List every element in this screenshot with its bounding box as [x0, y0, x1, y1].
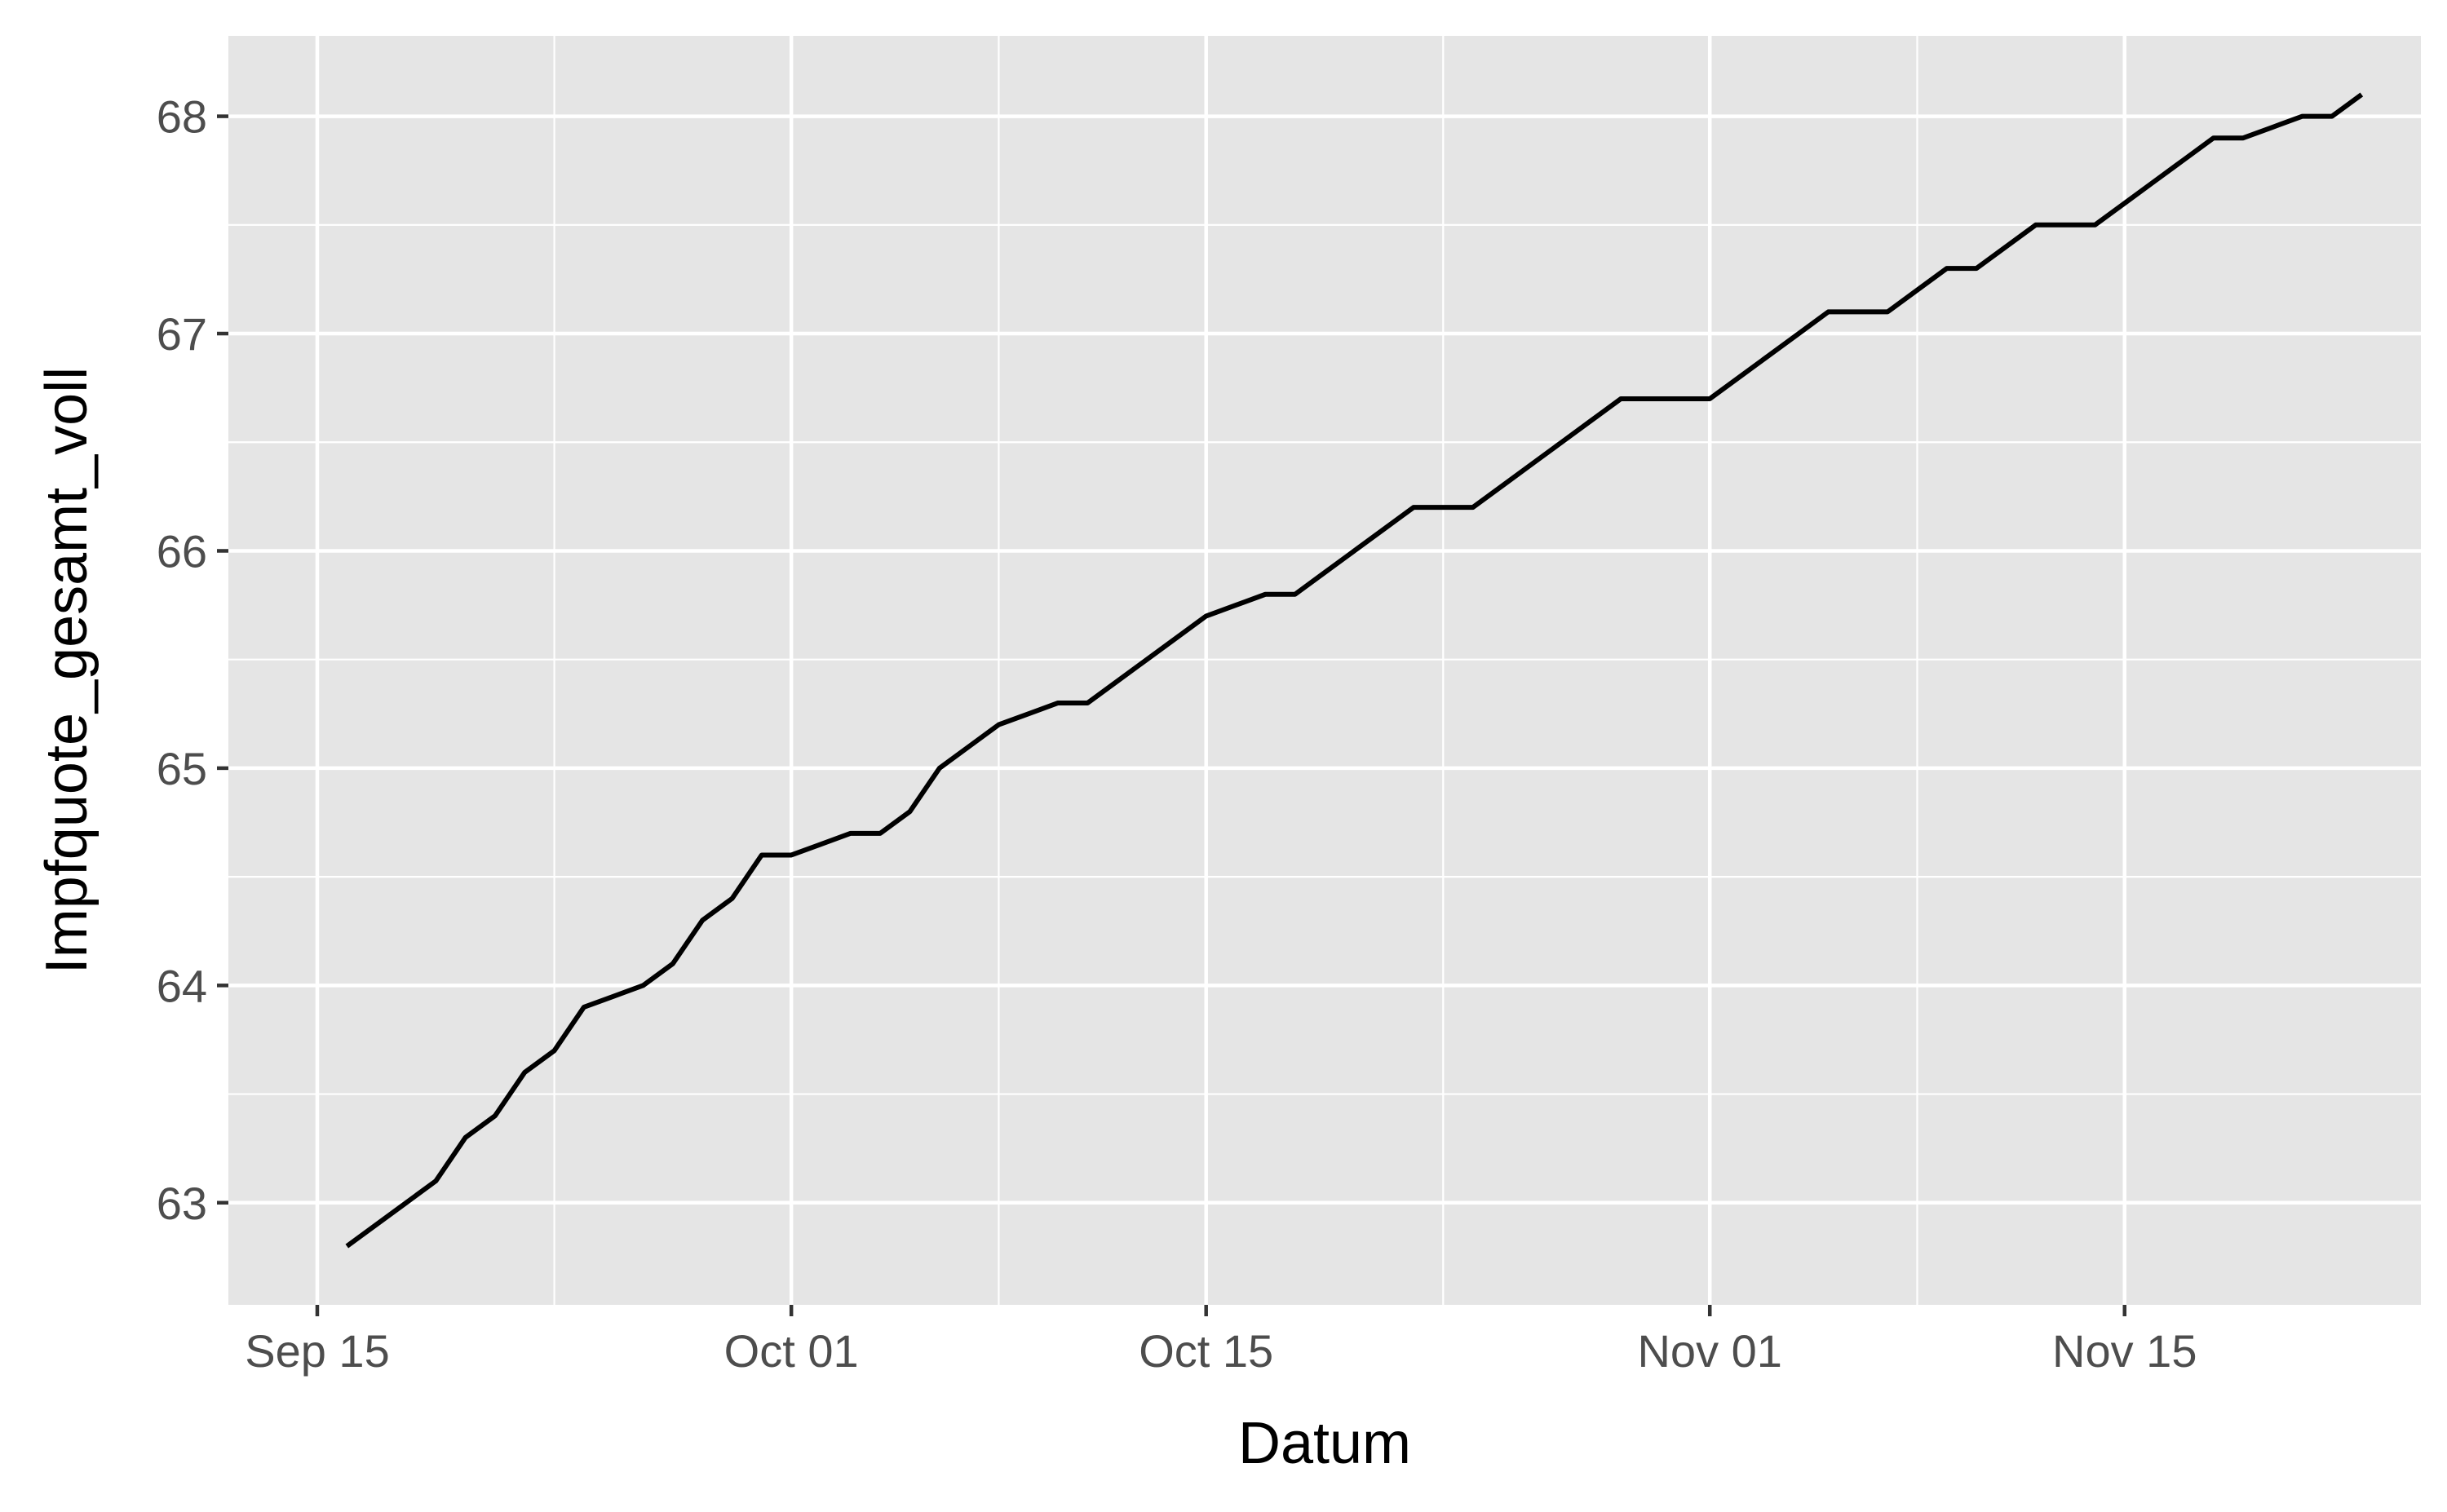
- x-tick-label: Sep 15: [245, 1325, 390, 1377]
- y-tick-label: 67: [157, 308, 207, 360]
- series-layer: [345, 92, 2364, 1249]
- major-gridlines: [228, 36, 2421, 1305]
- x-tick-label: Nov 15: [2052, 1325, 2197, 1377]
- x-tick-label: Oct 01: [724, 1325, 859, 1377]
- y-tick-label: 68: [157, 91, 207, 143]
- x-axis: Sep 15 Oct 01 Oct 15 Nov 01 Nov 15: [245, 1305, 2197, 1377]
- y-tick-label: 66: [157, 525, 207, 577]
- y-axis-title: Impfquote_gesamt_voll: [34, 367, 100, 974]
- y-tick-label: 64: [157, 960, 207, 1011]
- x-axis-title: Datum: [1238, 1411, 1411, 1476]
- series-line: [345, 92, 2364, 1249]
- x-tick-label: Nov 01: [1637, 1325, 1781, 1377]
- x-tick-label: Oct 15: [1139, 1325, 1273, 1377]
- y-tick-label: 65: [157, 743, 207, 794]
- y-axis: 63 64 65 66 67 68: [157, 91, 228, 1229]
- y-tick-label: 63: [157, 1178, 207, 1229]
